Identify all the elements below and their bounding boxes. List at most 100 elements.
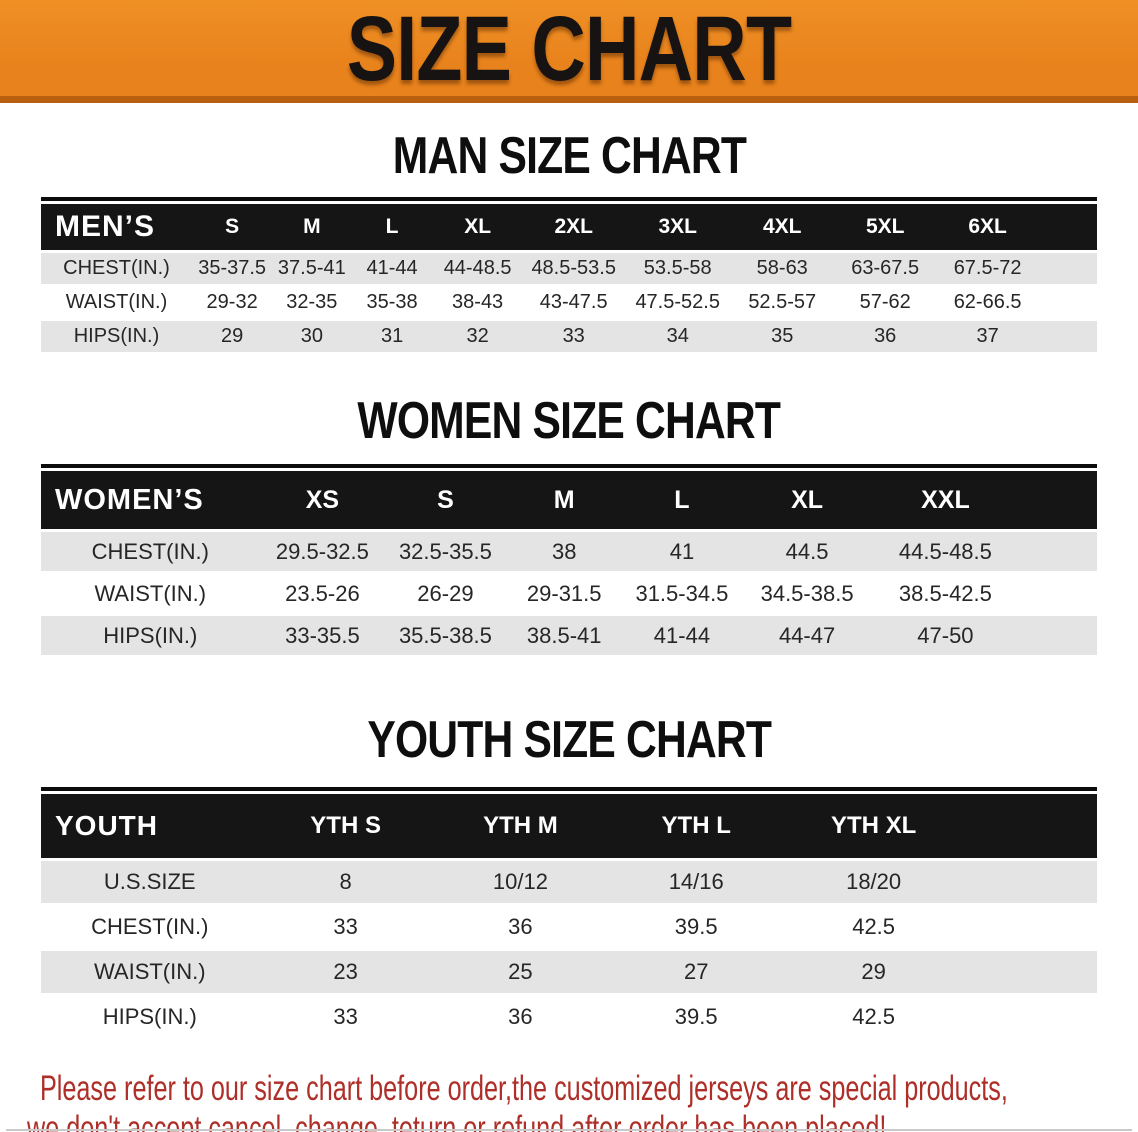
value-cell: 44-47	[741, 616, 874, 655]
youth-size-col-yth-xl: YTH XL	[784, 794, 963, 858]
womens-group-label: WOMEN’S	[41, 471, 260, 529]
value-cell: 33	[522, 321, 625, 352]
youth-heading: YOUTH SIZE CHART	[0, 714, 1138, 766]
womens-header-filler	[1017, 471, 1097, 529]
value-cell: 58-63	[730, 253, 834, 284]
womens-size-col-m: M	[505, 471, 623, 529]
spacer-cell	[1038, 253, 1097, 284]
order-notice: Please refer to our size chart before or…	[0, 1069, 1138, 1132]
value-cell: 25	[432, 951, 609, 993]
spacer-cell	[1038, 321, 1097, 352]
row-label: HIPS(IN.)	[41, 996, 259, 1038]
spacer-cell	[962, 861, 1097, 903]
mens-row-hipsin: HIPS(IN.) 29 30 31 32 33 34 35 36 37	[41, 321, 1097, 352]
row-label: HIPS(IN.)	[41, 616, 260, 655]
notice-line-2: we don't accept cancel, change, teturn o…	[0, 1109, 1138, 1132]
value-cell: 47.5-52.5	[624, 287, 731, 318]
mens-table-wrap: MEN’S S M L XL 2XL 3XL 4XL 5XL 6XL CHEST(IN.) 35-37…	[41, 197, 1097, 355]
mens-header-filler	[1038, 204, 1097, 250]
value-cell: 35	[730, 321, 834, 352]
page-title: SIZE CHART	[0, 0, 1138, 98]
value-cell: 35.5-38.5	[385, 616, 506, 655]
mens-size-col-6xl: 6XL	[936, 204, 1039, 250]
mens-size-table: MEN’S S M L XL 2XL 3XL 4XL 5XL 6XL CHEST(IN.) 35-37…	[41, 201, 1097, 355]
value-cell: 67.5-72	[936, 253, 1039, 284]
value-cell: 29-31.5	[505, 574, 623, 613]
value-cell: 62-66.5	[936, 287, 1039, 318]
value-cell: 31.5-34.5	[622, 574, 742, 613]
value-cell: 36	[432, 996, 609, 1038]
value-cell: 47-50	[873, 616, 1018, 655]
mens-group-label: MEN’S	[41, 204, 192, 250]
row-label: WAIST(IN.)	[41, 574, 260, 613]
value-cell: 43-47.5	[522, 287, 625, 318]
womens-size-col-xs: XS	[259, 471, 386, 529]
spacer-cell	[962, 951, 1097, 993]
womens-size-table: WOMEN’S XS S M L XL XXL CHEST(IN.) 29.5-32.5 32.5…	[41, 468, 1097, 658]
page-title-text: SIZE CHART	[346, 0, 792, 100]
value-cell: 39.5	[608, 996, 785, 1038]
youth-size-col-yth-m: YTH M	[432, 794, 609, 858]
notice-line-1: Please refer to our size chart before or…	[0, 1069, 1138, 1109]
value-cell: 41	[622, 532, 742, 571]
value-cell: 29-32	[192, 287, 273, 318]
row-label: WAIST(IN.)	[41, 951, 259, 993]
value-cell: 36	[432, 906, 609, 948]
value-cell: 38.5-42.5	[873, 574, 1018, 613]
mens-header-row: MEN’S S M L XL 2XL 3XL 4XL 5XL 6XL	[41, 204, 1097, 250]
spacer-cell	[1038, 287, 1097, 318]
womens-header-row: WOMEN’S XS S M L XL XXL	[41, 471, 1097, 529]
row-label: CHEST(IN.)	[41, 532, 260, 571]
value-cell: 38-43	[432, 287, 523, 318]
value-cell: 42.5	[784, 996, 963, 1038]
value-cell: 29.5-32.5	[259, 532, 386, 571]
youth-size-table: YOUTH YTH S YTH M YTH L YTH XL U.S.SIZE 8 10/12…	[41, 791, 1097, 1041]
womens-row-hipsin: HIPS(IN.) 33-35.5 35.5-38.5 38.5-41 41-44 44-…	[41, 616, 1097, 655]
bottom-divider	[6, 1129, 1132, 1131]
value-cell: 32	[432, 321, 523, 352]
mens-size-col-2xl: 2XL	[522, 204, 625, 250]
womens-row-waistin: WAIST(IN.) 23.5-26 26-29 29-31.5 31.5-34.5 34…	[41, 574, 1097, 613]
value-cell: 30	[272, 321, 352, 352]
value-cell: 52.5-57	[730, 287, 834, 318]
value-cell: 63-67.5	[833, 253, 937, 284]
womens-heading: WOMEN SIZE CHART	[0, 395, 1138, 447]
womens-section: WOMEN SIZE CHART WOMEN’S XS S M L XL XXL CHEST(I…	[0, 395, 1138, 658]
womens-size-col-xxl: XXL	[873, 471, 1018, 529]
value-cell: 31	[351, 321, 433, 352]
youth-row-chestin: CHEST(IN.) 33 36 39.5 42.5	[41, 906, 1097, 948]
value-cell: 35-37.5	[192, 253, 273, 284]
value-cell: 32-35	[272, 287, 352, 318]
youth-table-wrap: YOUTH YTH S YTH M YTH L YTH XL U.S.SIZE 8 10/12…	[41, 787, 1097, 1041]
value-cell: 33-35.5	[259, 616, 386, 655]
value-cell: 41-44	[622, 616, 742, 655]
value-cell: 34	[624, 321, 731, 352]
youth-header-filler	[962, 794, 1097, 858]
womens-heading-text: WOMEN SIZE CHART	[357, 392, 782, 450]
value-cell: 44.5	[741, 532, 874, 571]
mens-heading-text: MAN SIZE CHART	[392, 127, 746, 185]
value-cell: 37	[936, 321, 1039, 352]
spacer-cell	[1017, 574, 1097, 613]
youth-section: YOUTH SIZE CHART YOUTH YTH S YTH M YTH L YTH …	[0, 714, 1138, 1041]
spacer-cell	[962, 996, 1097, 1038]
youth-row-waistin: WAIST(IN.) 23 25 27 29	[41, 951, 1097, 993]
value-cell: 41-44	[351, 253, 433, 284]
value-cell: 38.5-41	[505, 616, 623, 655]
value-cell: 34.5-38.5	[741, 574, 874, 613]
youth-group-label: YOUTH	[41, 794, 259, 858]
value-cell: 33	[258, 906, 433, 948]
womens-row-chestin: CHEST(IN.) 29.5-32.5 32.5-35.5 38 41 44.5 44.5…	[41, 532, 1097, 571]
spacer-cell	[962, 906, 1097, 948]
value-cell: 14/16	[608, 861, 785, 903]
value-cell: 26-29	[385, 574, 506, 613]
youth-size-col-yth-l: YTH L	[608, 794, 785, 858]
value-cell: 44-48.5	[432, 253, 523, 284]
mens-size-col-5xl: 5XL	[833, 204, 937, 250]
womens-size-col-l: L	[622, 471, 742, 529]
notice-line-1-text: Please refer to our size chart before or…	[40, 1069, 1008, 1108]
value-cell: 36	[833, 321, 937, 352]
value-cell: 29	[192, 321, 273, 352]
value-cell: 44.5-48.5	[873, 532, 1018, 571]
